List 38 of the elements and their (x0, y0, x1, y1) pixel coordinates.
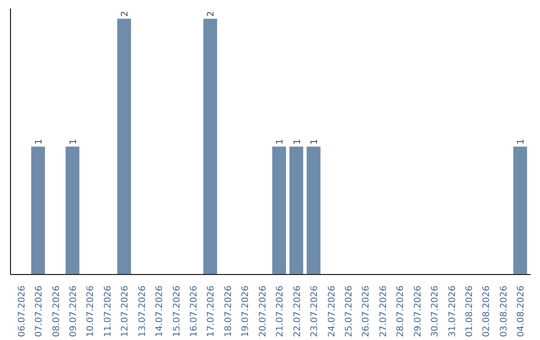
x-tick-label: 30.07.2026 (430, 285, 441, 338)
x-tick-label: 28.07.2026 (396, 285, 406, 338)
x-tick-label: 26.07.2026 (362, 285, 372, 338)
x-tick-label: 23.07.2026 (310, 285, 320, 338)
x-tick-label: 24.07.2026 (327, 285, 338, 338)
x-tick-label: 08.07.2026 (52, 285, 62, 338)
x-tick-label: 27.07.2026 (378, 285, 389, 338)
x-tick-label: 25.07.2026 (344, 285, 354, 338)
x-tick-label: 02.08.2026 (482, 285, 492, 338)
x-tick-label: 16.07.2026 (190, 285, 200, 338)
x-tick-label: 03.08.2026 (499, 285, 510, 338)
x-tick-label: 18.07.2026 (224, 285, 234, 338)
x-tick-label: 07.07.2026 (34, 285, 45, 338)
x-tick-label: 04.08.2026 (516, 285, 527, 338)
data-label: 2 (120, 10, 131, 17)
x-tick-label: 10.07.2026 (86, 285, 96, 338)
x-tick-label: 20.07.2026 (258, 285, 268, 338)
data-label: 1 (34, 138, 45, 145)
x-tick-label: 15.07.2026 (172, 285, 182, 338)
x-tick-label: 22.07.2026 (292, 285, 303, 338)
data-label: 1 (516, 138, 527, 145)
data-label: 1 (310, 138, 320, 145)
data-label: 2 (206, 10, 217, 17)
x-tick-label: 14.07.2026 (155, 285, 166, 338)
x-tick-label: 17.07.2026 (206, 285, 217, 338)
x-tick-label: 09.07.2026 (68, 285, 79, 338)
data-label: 1 (68, 138, 79, 145)
x-tick-label: 11.07.2026 (103, 285, 114, 338)
data-label: 1 (276, 138, 286, 145)
x-tick-label: 12.07.2026 (120, 285, 131, 338)
x-tick-label: 06.07.2026 (17, 285, 28, 338)
x-tick-label: 01.08.2026 (465, 285, 476, 338)
x-tick-label: 31.07.2026 (448, 285, 458, 338)
x-tick-label: 29.07.2026 (413, 285, 424, 338)
x-tick-label: 19.07.2026 (241, 285, 252, 338)
x-tick-label: 13.07.2026 (138, 285, 148, 338)
data-label: 1 (292, 138, 303, 145)
x-tick-label: 21.07.2026 (276, 285, 286, 338)
